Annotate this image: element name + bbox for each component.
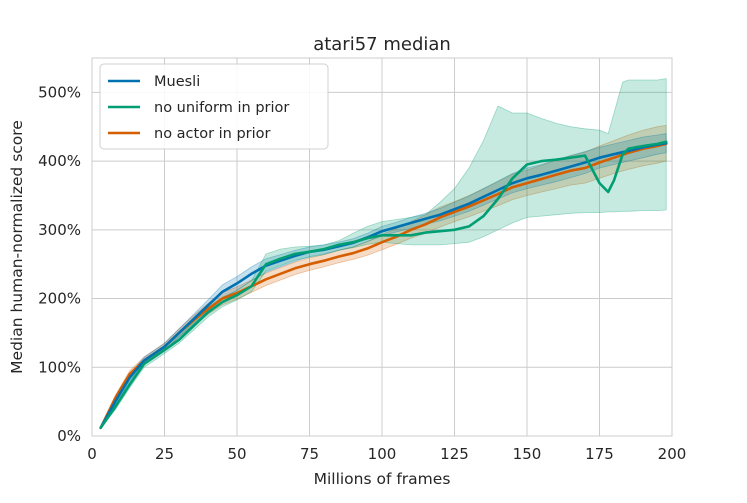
legend-label-1: no uniform in prior xyxy=(154,100,289,116)
x-tick-label: 50 xyxy=(227,445,246,463)
x-tick-label: 75 xyxy=(300,445,319,463)
series-line-0 xyxy=(99,141,668,430)
y-tick-label: 400% xyxy=(38,152,81,170)
x-tick-label: 100 xyxy=(368,445,397,463)
legend-label-0: Muesli xyxy=(154,74,200,90)
series-line-2 xyxy=(99,142,668,430)
x-tick-label: 150 xyxy=(513,445,542,463)
y-tick-label: 0% xyxy=(57,427,81,445)
plot-frame xyxy=(91,57,673,437)
x-tick-label: 0 xyxy=(87,445,97,463)
y-tick-label: 200% xyxy=(38,290,81,308)
x-axis-title: Millions of frames xyxy=(314,470,451,488)
legend-box xyxy=(99,63,329,150)
y-tick-label: 100% xyxy=(38,358,81,376)
x-tick-label: 200 xyxy=(658,445,687,463)
x-tick-label: 125 xyxy=(440,445,469,463)
series-line-1 xyxy=(99,140,668,430)
series-lines xyxy=(99,140,668,430)
x-tick-label: 175 xyxy=(585,445,614,463)
chart-title: atari57 median xyxy=(313,34,451,55)
legend: Muesli no uniform in prior no actor in pri… xyxy=(99,63,329,150)
y-tick-label: 500% xyxy=(38,83,81,101)
tick-labels: 0 25 50 75 100 125 150 175 200 0% 100% 200% 300% 400%… xyxy=(38,83,686,463)
y-tick-label: 300% xyxy=(38,221,81,239)
y-axis-title: Median human-normalized score xyxy=(8,120,26,374)
x-tick-label: 25 xyxy=(155,445,174,463)
legend-label-2: no actor in prior xyxy=(154,126,271,142)
